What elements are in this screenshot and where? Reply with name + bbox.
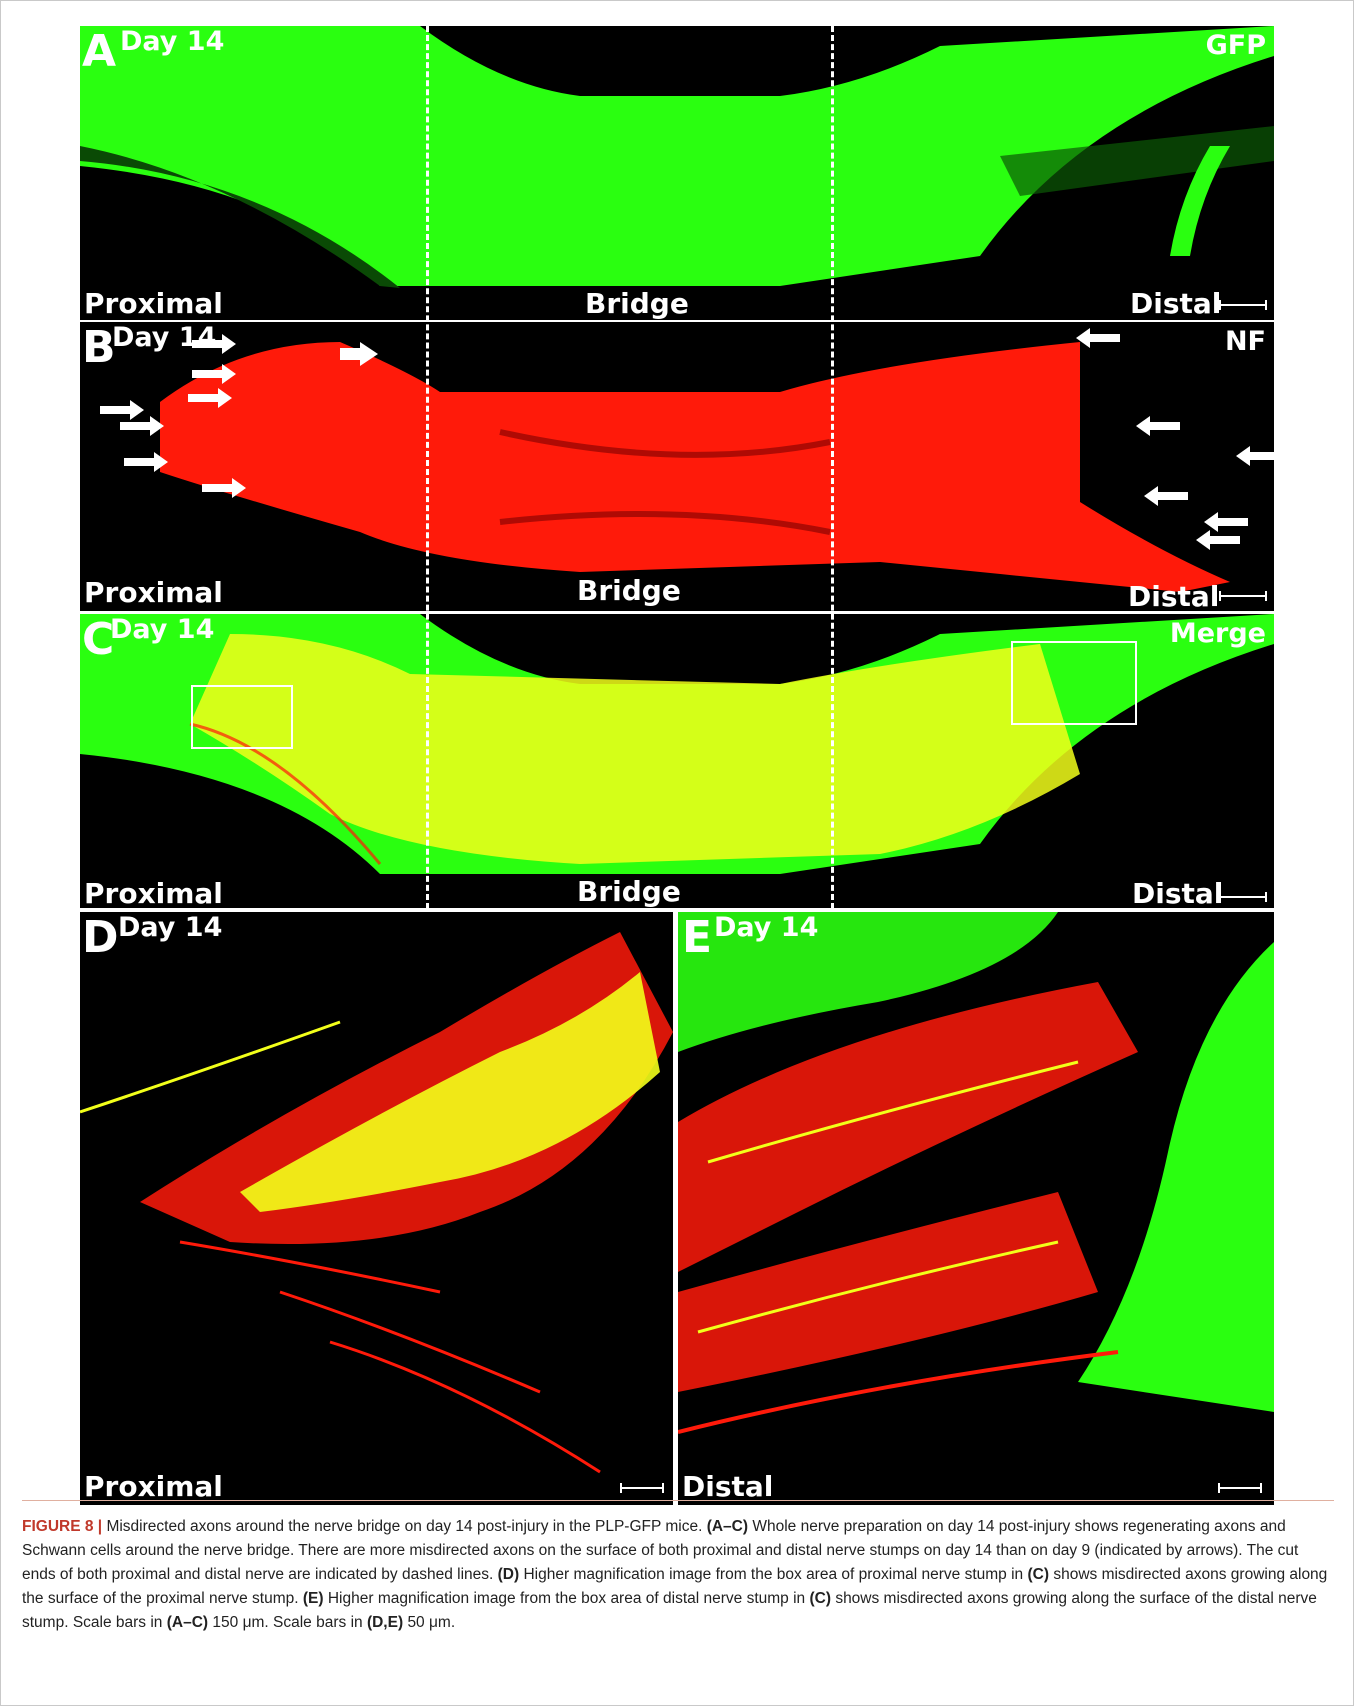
panel-d-proximal: D Day 14 Proximal <box>80 912 673 1505</box>
caption-text-7: 150 μm. Scale bars in <box>212 1614 363 1631</box>
arrow-icon <box>1136 416 1180 436</box>
arrow-icon <box>202 478 246 498</box>
cut-end-dashed-line-distal <box>831 26 834 909</box>
caption-text-6: shows misdirected axons growing along th… <box>22 1590 1317 1631</box>
caption-ref-c2: (C) <box>809 1590 831 1607</box>
figure-caption: FIGURE 8 | Misdirected axons around the … <box>22 1515 1334 1635</box>
panel-d-position: Proximal <box>84 1470 223 1503</box>
caption-text-5: Higher magnification image from the box … <box>327 1590 806 1607</box>
panel-c-letter: C <box>82 614 115 665</box>
caption-ref-e: (E) <box>302 1590 324 1607</box>
arrow-icon <box>124 452 168 472</box>
panel-a-image <box>80 26 1274 296</box>
panel-e-day: Day 14 <box>714 912 819 943</box>
arrow-icon <box>1196 530 1240 550</box>
panel-e-scale-bar <box>1218 1483 1262 1493</box>
panel-b-arrows <box>340 342 378 366</box>
panel-b-arrow-layer <box>100 328 1274 550</box>
panel-d-image <box>80 932 673 1474</box>
caption-text-1: Misdirected axons around the nerve bridg… <box>106 1518 703 1535</box>
panel-b-distal: Distal <box>1128 580 1220 611</box>
panel-b-proximal: Proximal <box>84 576 223 609</box>
panel-a-day: Day 14 <box>120 26 225 57</box>
panel-c-image <box>80 614 1274 884</box>
caption-ref-ac2: (A–C) <box>166 1614 209 1631</box>
arrow-icon <box>1144 486 1188 506</box>
panel-a-letter: A <box>82 26 117 77</box>
panel-c-box-distal <box>1011 641 1137 725</box>
arrow-icon <box>192 334 236 354</box>
panel-e-image <box>678 912 1274 1434</box>
arrow-icon <box>192 364 236 384</box>
panel-b-nf: B Day 14 NF Proximal Bridge Distal <box>80 322 1274 611</box>
panel-c-bridge: Bridge <box>577 875 681 908</box>
panel-a-bridge: Bridge <box>585 287 689 320</box>
panel-b-bridge: Bridge <box>577 574 681 607</box>
arrow-icon <box>188 388 232 408</box>
panel-c-channel: Merge <box>1169 618 1266 649</box>
caption-ref-c1: (C) <box>1027 1566 1050 1583</box>
panel-a-scale-bar <box>1219 300 1267 310</box>
panel-d-scale-bar <box>620 1483 664 1493</box>
panel-c-box-proximal <box>191 685 293 749</box>
caption-text-2: Whole nerve preparation on day 14 post-i… <box>22 1518 1299 1583</box>
arrow-icon <box>1204 512 1248 532</box>
panel-b-day: Day 14 <box>112 322 217 353</box>
panel-e-letter: E <box>682 912 713 963</box>
caption-text-3: Higher magnification image from the box … <box>523 1566 1024 1583</box>
caption-text-4: shows misdirected axons growing along th… <box>22 1566 1328 1607</box>
panel-b-scale-bar <box>1219 591 1267 601</box>
panel-c-distal: Distal <box>1132 877 1224 908</box>
caption-ref-ac: (A–C) <box>706 1518 749 1535</box>
panel-a-gfp: A Day 14 GFP Proximal Bridge Distal <box>80 26 1274 320</box>
panel-e-position: Distal <box>682 1470 774 1503</box>
panel-e-distal: E Day 14 Distal <box>678 912 1274 1505</box>
caption-text-8: 50 μm. <box>407 1614 456 1631</box>
panel-a-distal: Distal <box>1130 287 1222 320</box>
panel-b-letter: B <box>82 322 116 373</box>
panel-a-channel: GFP <box>1205 30 1266 61</box>
arrow-icon <box>1236 446 1274 466</box>
panel-c-proximal: Proximal <box>84 877 223 908</box>
panel-c-scale-bar <box>1219 892 1267 902</box>
panel-d-day: Day 14 <box>118 912 223 943</box>
caption-ref-d: (D) <box>497 1566 520 1583</box>
arrow-icon <box>120 416 164 436</box>
panel-b-channel: NF <box>1224 326 1266 357</box>
figure-label: FIGURE 8 <box>22 1518 94 1535</box>
arrow-icon <box>100 400 144 420</box>
figure-separator: | <box>97 1518 103 1535</box>
cut-end-dashed-line-proximal <box>426 26 429 909</box>
arrow-icon <box>1076 328 1120 348</box>
caption-ref-de: (D,E) <box>366 1614 404 1631</box>
panel-c-merge: C Day 14 Merge Proximal Bridge Distal <box>80 614 1274 908</box>
panel-a-proximal: Proximal <box>84 287 223 320</box>
panel-d-letter: D <box>82 912 119 963</box>
panel-c-day: Day 14 <box>110 614 215 645</box>
caption-divider <box>22 1500 1334 1501</box>
